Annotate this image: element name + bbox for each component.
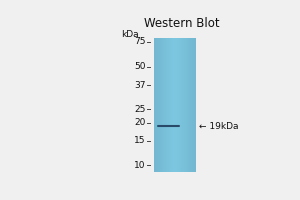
Text: 50: 50	[134, 62, 146, 71]
Text: kDa: kDa	[121, 30, 139, 39]
Text: 15: 15	[134, 136, 146, 145]
Text: ← 19kDa: ← 19kDa	[199, 122, 239, 131]
Text: 75: 75	[134, 37, 146, 46]
Text: 10: 10	[134, 161, 146, 170]
Text: 20: 20	[134, 118, 146, 127]
Text: Western Blot: Western Blot	[144, 17, 220, 30]
Text: 25: 25	[134, 105, 146, 114]
Text: 37: 37	[134, 81, 146, 90]
